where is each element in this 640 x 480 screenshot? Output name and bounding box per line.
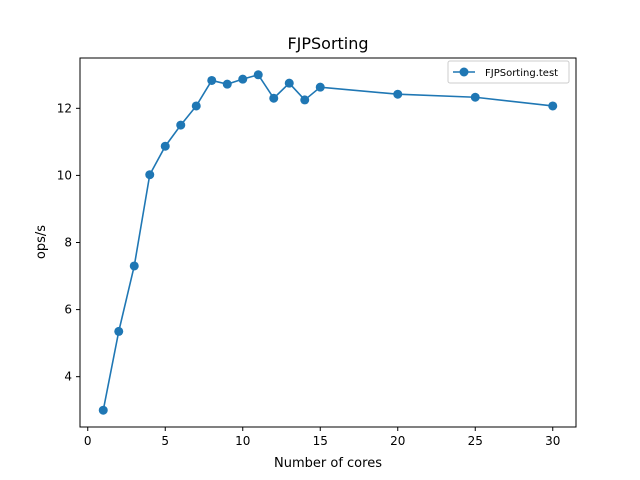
data-point: [98, 405, 108, 415]
data-point: [269, 93, 279, 103]
data-point: [315, 82, 325, 92]
data-point: [207, 75, 217, 85]
data-point: [160, 141, 170, 151]
y-tick-label: 4: [64, 370, 72, 384]
series-layer: [98, 70, 558, 415]
y-tick-label: 12: [57, 101, 72, 115]
x-tick-label: 30: [545, 434, 560, 448]
x-axis-label: Number of cores: [274, 456, 382, 471]
x-tick-label: 0: [84, 434, 92, 448]
chart-title: FJPSorting: [287, 34, 368, 53]
x-axis-ticks: 0 5 10 15 20 25 30: [84, 427, 560, 448]
data-point: [253, 70, 263, 80]
x-tick-label: 20: [390, 434, 405, 448]
plot-area: 0 5 10 15 20 25 30 4 6 8 10 12: [57, 57, 577, 448]
y-axis-ticks: 4 6 8 10 12: [57, 101, 80, 384]
data-point: [129, 261, 139, 271]
x-tick-label: 5: [161, 434, 169, 448]
data-point: [238, 74, 248, 84]
y-tick-label: 8: [64, 236, 72, 250]
data-point: [222, 79, 232, 89]
data-point: [145, 170, 155, 180]
data-point: [191, 101, 201, 111]
legend-marker-sample: [459, 67, 469, 77]
y-tick-label: 6: [64, 303, 72, 317]
data-point: [470, 92, 480, 102]
data-point: [393, 89, 403, 99]
data-point: [176, 120, 186, 130]
legend-entry-label: FJPSorting.test: [485, 68, 558, 79]
data-point: [114, 326, 124, 336]
x-tick-label: 10: [235, 434, 250, 448]
data-point: [548, 101, 558, 111]
y-axis-label: ops/s: [34, 225, 49, 259]
x-tick-label: 15: [313, 434, 328, 448]
data-point: [300, 95, 310, 105]
legend: FJPSorting.test: [447, 60, 570, 84]
series-line: [102, 73, 553, 411]
y-tick-label: 10: [57, 168, 72, 182]
data-point: [284, 78, 294, 88]
legend-box: [447, 60, 570, 84]
x-tick-label: 25: [468, 434, 483, 448]
